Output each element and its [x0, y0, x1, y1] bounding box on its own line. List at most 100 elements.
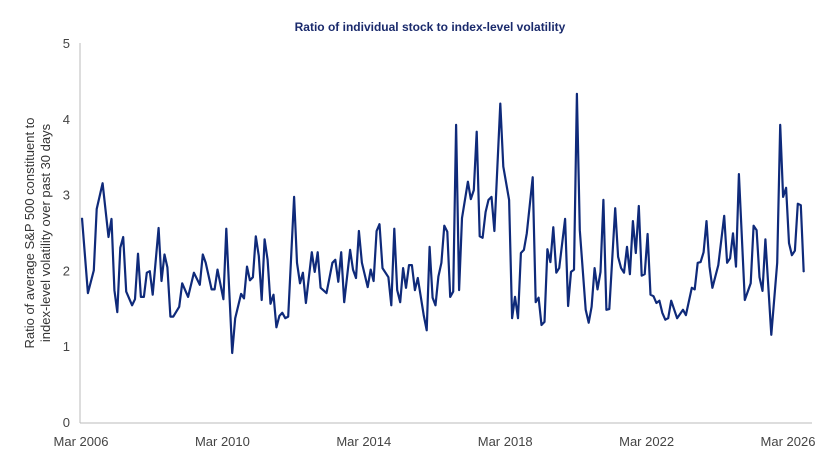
y-axis-label-line-1: Ratio of average S&P 500 constituent to: [22, 117, 37, 348]
data-point-2019-08: [555, 272, 557, 274]
data-point-2009-03: [187, 296, 189, 298]
data-point-2019-07: [552, 226, 554, 228]
data-point-2021-06: [620, 267, 622, 269]
data-point-2012-04: [296, 262, 298, 264]
data-point-2015-04: [402, 267, 404, 269]
data-point-2022-06: [655, 302, 658, 304]
data-point-2019-05: [546, 248, 549, 250]
data-point-2016-06: [443, 225, 445, 227]
y-axis-label: Ratio of average S&P 500 constituent to …: [22, 117, 53, 348]
data-point-2007-05: [122, 236, 124, 238]
data-point-2011-03: [258, 255, 260, 257]
data-point-2010-09: [240, 293, 242, 295]
data-point-2015-08: [414, 289, 416, 291]
data-point-2018-05: [511, 317, 513, 319]
data-point-2012-10: [314, 271, 316, 273]
data-point-2023-11: [705, 220, 708, 222]
data-point-2009-07: [199, 284, 201, 286]
data-point-2025-05: [758, 276, 761, 278]
data-point-2011-06: [266, 259, 269, 261]
data-point-2022-05: [652, 295, 655, 297]
data-point-2013-08: [343, 301, 345, 303]
data-point-2022-02: [644, 273, 646, 275]
data-point-2025-03: [753, 225, 755, 227]
data-point-2023-01: [676, 317, 678, 319]
data-point-2014-09: [381, 267, 384, 269]
data-point-2013-06: [337, 281, 339, 283]
data-point-2023-12: [708, 266, 711, 268]
data-point-2012-11: [317, 251, 319, 253]
data-point-2011-01: [252, 276, 254, 278]
data-point-2016-11: [458, 289, 460, 291]
data-point-2008-01: [146, 272, 148, 274]
data-point-2010-12: [249, 279, 251, 281]
data-point-2021-09: [629, 273, 631, 275]
data-point-2016-03: [434, 304, 437, 306]
data-point-2023-09: [700, 261, 702, 263]
data-point-2016-07: [446, 231, 448, 233]
data-point-2024-12: [744, 299, 746, 301]
data-point-2017-09: [487, 199, 490, 201]
data-point-2020-06: [585, 309, 587, 311]
data-point-2010-04: [225, 228, 227, 230]
data-point-2020-01: [570, 271, 572, 273]
data-point-2007-02: [113, 289, 116, 291]
data-point-2014-01: [358, 230, 360, 232]
data-point-2017-07: [482, 237, 484, 239]
data-point-2007-01: [110, 218, 113, 220]
data-point-2026-06: [797, 203, 799, 205]
data-point-2008-08: [166, 266, 169, 268]
data-point-2014-02: [361, 262, 363, 264]
data-point-2008-07: [163, 253, 166, 256]
data-point-2008-12: [178, 306, 180, 308]
data-point-2018-02: [502, 165, 504, 168]
data-point-2018-07: [517, 317, 519, 319]
x-tick-label: Mar 2006: [54, 434, 109, 449]
data-point-2007-11: [140, 296, 142, 298]
data-point-2019-12: [567, 305, 569, 307]
data-point-2020-08: [591, 306, 593, 308]
data-point-2010-10: [243, 297, 245, 300]
y-tick-label: 4: [63, 112, 70, 127]
data-point-2012-06: [302, 272, 304, 274]
data-point-2008-02: [149, 270, 151, 272]
data-point-2007-04: [119, 247, 121, 249]
data-point-2026-04: [791, 254, 793, 256]
data-point-2006-12: [107, 236, 110, 238]
data-point-2011-07: [269, 303, 272, 305]
data-point-2022-10: [667, 317, 669, 319]
data-point-2025-02: [750, 282, 752, 284]
data-point-2007-10: [137, 253, 139, 255]
data-point-2010-01: [216, 269, 219, 271]
data-point-2006-05: [87, 292, 89, 294]
data-point-2015-05: [405, 287, 407, 289]
data-point-2008-10: [172, 316, 174, 318]
data-point-2021-11: [635, 252, 637, 254]
data-point-2014-11: [387, 276, 389, 278]
data-point-2021-07: [623, 272, 625, 274]
data-point-2025-12: [779, 124, 781, 126]
data-point-2021-04: [614, 207, 616, 209]
series-line: [80, 92, 805, 355]
y-tick-label: 1: [63, 339, 70, 354]
data-point-2016-04: [437, 275, 440, 278]
data-point-2019-03: [540, 324, 543, 326]
data-point-2021-08: [626, 246, 628, 248]
x-tick-label: Mar 2026: [761, 434, 816, 449]
data-point-2015-03: [399, 301, 401, 303]
data-point-2006-10: [102, 182, 104, 184]
data-point-2010-03: [222, 298, 224, 300]
data-point-2024-10: [738, 173, 740, 175]
data-point-2018-09: [523, 249, 525, 251]
data-point-2017-02: [467, 181, 469, 183]
data-point-2013-04: [331, 262, 333, 264]
data-point-2012-01: [287, 316, 289, 318]
data-point-2018-10: [526, 232, 528, 234]
data-point-2008-09: [169, 316, 171, 318]
data-point-2017-10: [490, 196, 493, 198]
data-point-2024-08: [732, 232, 734, 234]
data-point-2009-01: [181, 282, 183, 284]
data-point-2019-09: [558, 267, 560, 269]
data-point-2026-02: [785, 187, 787, 189]
